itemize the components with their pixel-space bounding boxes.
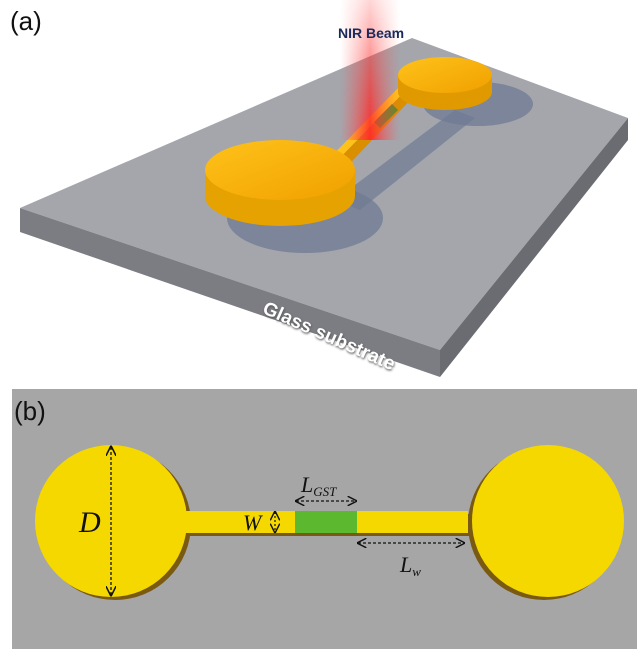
- large-pad-top: [205, 140, 355, 200]
- panel-a-illustration: [20, 0, 628, 377]
- gst-section: [295, 511, 357, 533]
- dimension-lgst-sub: GST: [313, 484, 337, 499]
- dimension-lw-sub: w: [412, 564, 421, 579]
- substrate-side-right: [440, 118, 628, 377]
- right-pad: [472, 445, 624, 597]
- nir-beam: [340, 0, 400, 140]
- wire-shadow: [335, 110, 475, 210]
- dimension-lgst-main: L: [301, 472, 314, 497]
- nir-beam-label: NIR Beam: [338, 25, 405, 41]
- substrate-side-front: [20, 208, 440, 377]
- dimension-w-label: W: [243, 510, 262, 535]
- dimension-lgst-label: LGST: [301, 472, 336, 500]
- panel-b-illustration: [12, 389, 637, 649]
- panel-b-label: (b): [14, 396, 46, 426]
- dimension-lw-main: L: [400, 552, 413, 577]
- small-pad-top: [398, 57, 492, 93]
- panel-a-label: (a): [10, 6, 42, 36]
- dimension-d-label: D: [79, 506, 101, 539]
- dimension-lw-label: Lw: [400, 552, 421, 580]
